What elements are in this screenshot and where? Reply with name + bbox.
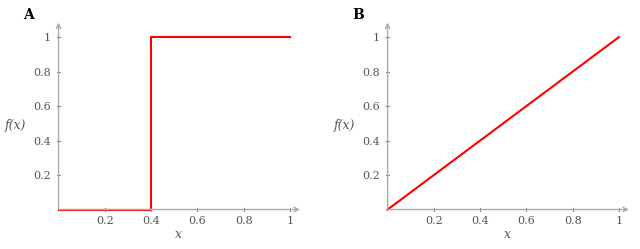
Y-axis label: f(x): f(x) [334, 119, 355, 132]
X-axis label: x: x [175, 228, 182, 241]
Text: B: B [352, 8, 364, 22]
Y-axis label: f(x): f(x) [4, 119, 26, 132]
X-axis label: x: x [504, 228, 511, 241]
Text: A: A [23, 8, 34, 22]
